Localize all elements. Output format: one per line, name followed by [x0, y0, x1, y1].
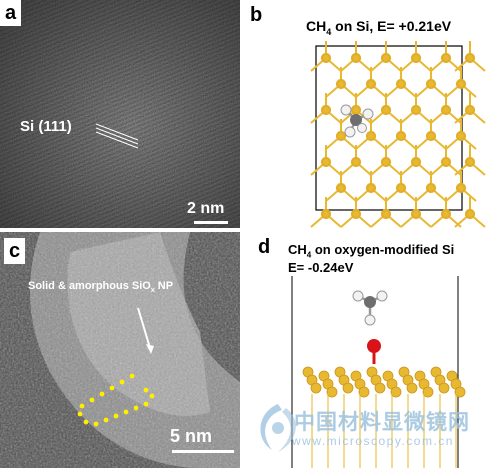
panel-b-title: CH4 on Si, E= +0.21eV [306, 18, 452, 37]
tem-lattice-texture-a [0, 0, 240, 228]
panel-d-letter: d [258, 236, 271, 258]
scale-label-a: 2 nm [187, 200, 225, 217]
lattice-indicator-lines [95, 123, 139, 149]
annotation-arrow [137, 307, 151, 349]
panel-d-energy: E= -0.24eV [288, 260, 354, 275]
panel-a-tem-image: a Si (111) 2 nm [0, 0, 240, 228]
panel-b-structure: b CH4 on Si, E= +0.21eV [248, 0, 496, 228]
si-lattice-structure-b [310, 41, 486, 228]
oxygen-modified-si-structure-d [291, 276, 466, 468]
oxygen-atom [367, 339, 381, 353]
watermark-name: 中国材料显微镜网 [294, 411, 470, 434]
si-slab-d [302, 366, 466, 468]
panel-c-tem-image: c Solid & amorphous SiOx NP 5 nm [0, 232, 240, 468]
scale-label-c: 5 nm [170, 426, 213, 446]
panel-d-structure: d CH4 on oxygen-modified Si E= -0.24eV 中… [248, 232, 496, 468]
particle-annotation: Solid & amorphous SiOx NP [28, 280, 174, 295]
watermark-logo-icon [260, 404, 296, 452]
particle-outline-dots [77, 373, 155, 427]
panel-a-letter: a [0, 0, 22, 26]
watermark-url: www.microscopy.com.cn [292, 434, 454, 448]
scalebar-c [172, 450, 234, 453]
scalebar-a [194, 221, 228, 224]
panel-b-letter: b [250, 4, 263, 26]
methane-molecule-b [340, 104, 374, 138]
tem-particle-texture-c [0, 232, 240, 468]
lattice-label: Si (111) [20, 118, 72, 135]
methane-molecule-d [352, 290, 388, 326]
panel-c-letter: c [4, 238, 26, 264]
panel-d-title: CH4 on oxygen-modified Si [288, 242, 455, 260]
